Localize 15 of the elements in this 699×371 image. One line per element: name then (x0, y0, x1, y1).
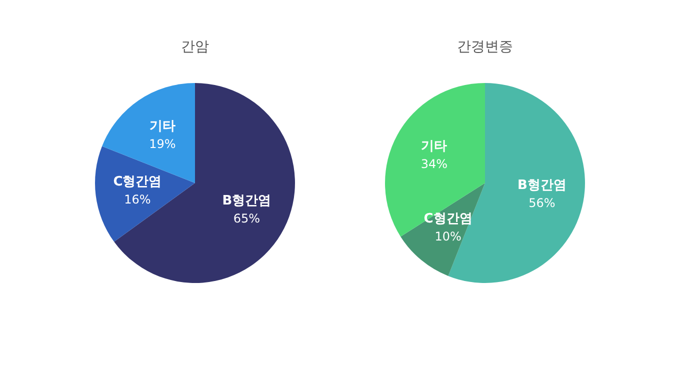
data-label: 34% (420, 157, 448, 172)
data-label: 16% (124, 192, 151, 206)
slice-label: 기타 (421, 139, 448, 154)
pie-slice (114, 83, 295, 283)
slice-label: B형간염 (222, 193, 272, 208)
chart-title: 간경변증 (457, 39, 513, 55)
slice-label: C형간염 (113, 174, 162, 190)
slice-label: C형간염 (424, 212, 472, 227)
data-label: 10% (434, 230, 462, 244)
data-label: 65% (233, 211, 260, 226)
data-label: 19% (149, 137, 176, 152)
chart-title: 간암 (181, 39, 209, 55)
data-label: 56% (528, 196, 556, 210)
slice-label: B형간염 (518, 178, 566, 193)
slice-label: 기타 (149, 119, 176, 134)
